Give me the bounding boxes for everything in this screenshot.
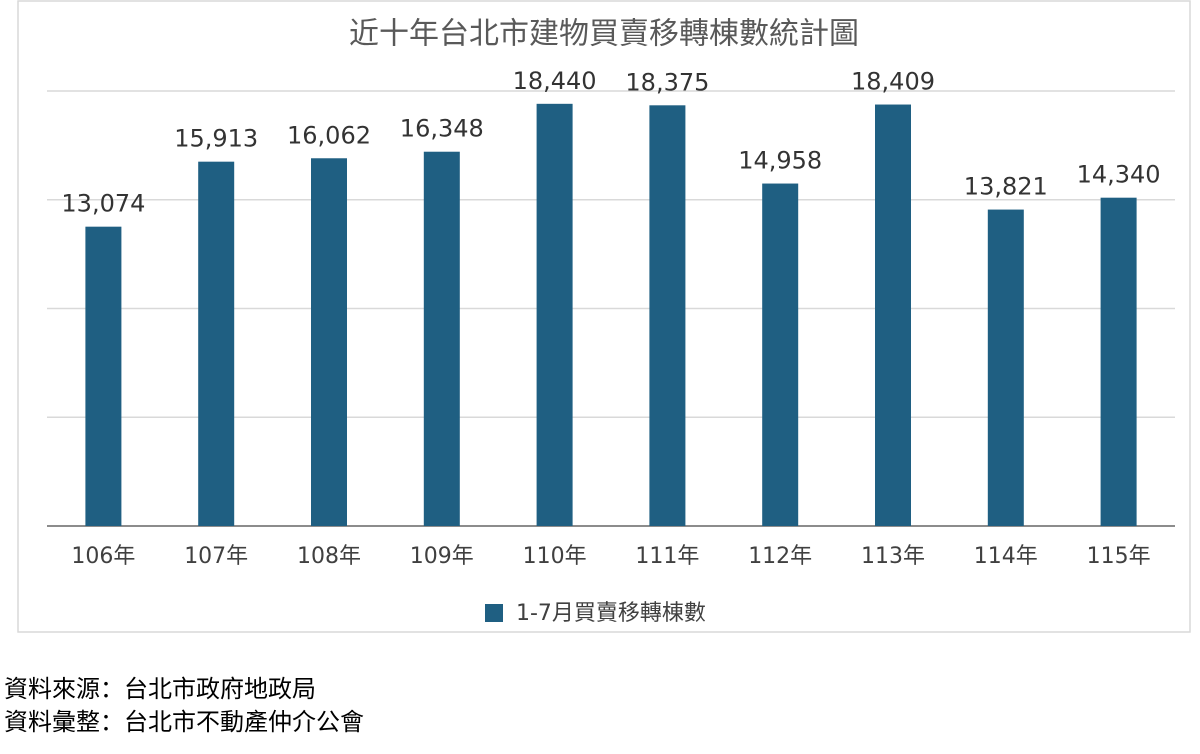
value-label: 16,348 [400, 115, 484, 143]
legend-label: 1-7月買賣移轉棟數 [516, 601, 706, 626]
bar [198, 161, 235, 526]
x-tick-label: 115年 [1087, 544, 1151, 569]
footer-note: 資料來源：台北市政府地政局 [4, 675, 316, 703]
legend-swatch [485, 604, 503, 622]
x-tick-label: 108年 [297, 544, 361, 569]
value-label: 18,409 [851, 68, 935, 96]
bar [875, 104, 911, 526]
value-label: 14,958 [738, 147, 822, 175]
bar [649, 105, 686, 527]
x-tick-label: 112年 [748, 544, 812, 569]
bar [987, 209, 1024, 526]
value-label: 14,340 [1077, 161, 1161, 189]
x-tick-label: 114年 [974, 544, 1038, 569]
x-tick-label: 111年 [635, 544, 699, 569]
x-tick-label: 110年 [523, 544, 587, 569]
x-tick-label: 113年 [861, 544, 925, 569]
bar [536, 103, 573, 527]
footer-note: 資料彙整：台北市不動產仲介公會 [4, 708, 364, 736]
chart-title: 近十年台北市建物買賣移轉棟數統計圖 [349, 17, 859, 52]
bar [762, 183, 799, 526]
value-label: 18,440 [513, 67, 597, 95]
x-tick-label: 106年 [71, 544, 135, 569]
value-label: 16,062 [287, 121, 371, 149]
value-label: 18,375 [625, 68, 709, 96]
bar [423, 151, 460, 526]
x-tick-label: 107年 [184, 544, 248, 569]
bar [1100, 197, 1137, 527]
value-label: 13,074 [61, 190, 145, 218]
x-tick-label: 109年 [410, 544, 474, 569]
bar [311, 158, 347, 526]
value-label: 13,821 [964, 173, 1048, 201]
value-label: 15,913 [174, 125, 258, 153]
bar [85, 226, 122, 527]
